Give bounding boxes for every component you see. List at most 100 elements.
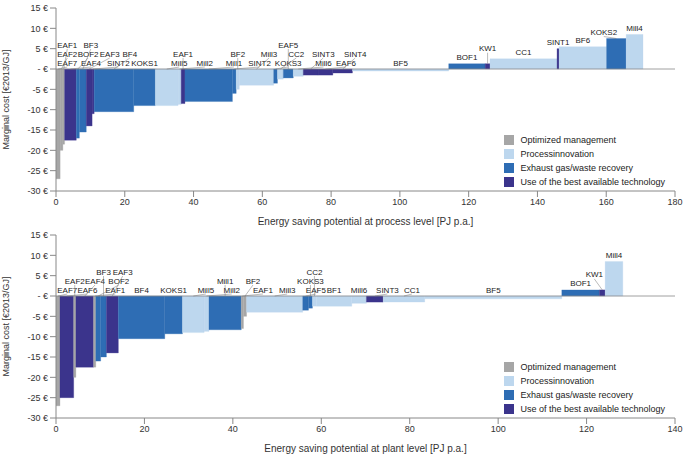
svg-text:BF4: BF4 <box>123 50 138 59</box>
svg-text:Mill2: Mill2 <box>224 286 241 295</box>
svg-text:CC1: CC1 <box>516 48 533 57</box>
svg-text:60: 60 <box>257 197 267 207</box>
svg-text:EAF4: EAF4 <box>81 58 101 68</box>
svg-text:80: 80 <box>405 424 415 434</box>
svg-text:SINT3: SINT3 <box>376 286 399 295</box>
html-text:Processinnovation: Processinnovation <box>520 149 594 159</box>
svg-text:Mill1: Mill1 <box>217 277 234 286</box>
svg-text:BF5: BF5 <box>393 59 408 68</box>
svg-text:SINT4: SINT4 <box>344 50 367 59</box>
svg-text:-25 €: -25 € <box>27 166 48 176</box>
svg-text:Marginal cost [€2013/GJ]: Marginal cost [€2013/GJ] <box>8 49 11 149</box>
svg-text:SINT1: SINT1 <box>547 38 570 47</box>
svg-text:-30 €: -30 € <box>27 186 48 196</box>
svg-text:80: 80 <box>326 197 336 207</box>
svg-text:BF5: BF5 <box>486 286 501 295</box>
svg-text:60: 60 <box>316 424 326 434</box>
svg-text:BF2: BF2 <box>230 50 245 59</box>
svg-text:BF2: BF2 <box>246 277 261 286</box>
svg-text:BOF2: BOF2 <box>108 277 129 286</box>
svg-text:15 €: 15 € <box>30 230 48 240</box>
svg-text:5 €: 5 € <box>35 44 48 54</box>
svg-text:BF3: BF3 <box>96 268 111 277</box>
svg-text:-5 €: -5 € <box>32 85 48 95</box>
svg-text:-20 €: -20 € <box>27 373 48 383</box>
svg-text:Mill4: Mill4 <box>626 24 643 33</box>
svg-text:100: 100 <box>491 424 506 434</box>
svg-text:20: 20 <box>139 424 149 434</box>
svg-text:15 €: 15 € <box>30 3 48 13</box>
svg-text:-25 €: -25 € <box>27 393 48 403</box>
svg-text:SINT2: SINT2 <box>248 58 271 68</box>
svg-text:Mill3: Mill3 <box>261 50 278 59</box>
svg-text:Mill4: Mill4 <box>606 251 623 260</box>
svg-text:BF6: BF6 <box>576 36 591 45</box>
svg-text:0: 0 <box>53 197 58 207</box>
svg-text:Mill6: Mill6 <box>351 286 368 295</box>
svg-text:180: 180 <box>667 197 677 207</box>
svg-text:40: 40 <box>228 424 238 434</box>
svg-text:160: 160 <box>599 197 614 207</box>
svg-text:EAF2: EAF2 <box>65 277 86 286</box>
svg-text:EAF1: EAF1 <box>173 50 194 59</box>
svg-text:EAF5: EAF5 <box>306 286 327 295</box>
svg-text:BOF2: BOF2 <box>78 50 99 59</box>
svg-text:KOKS1: KOKS1 <box>160 286 187 295</box>
svg-text:CC1: CC1 <box>404 286 421 295</box>
svg-text:EAF4: EAF4 <box>85 277 106 286</box>
svg-text:-20 €: -20 € <box>27 146 48 156</box>
svg-text:-15 €: -15 € <box>27 125 48 135</box>
svg-text:BF4: BF4 <box>134 286 149 295</box>
svg-text:40: 40 <box>189 197 199 207</box>
svg-text:KOKS3: KOKS3 <box>274 58 302 68</box>
svg-text:- €: - € <box>37 291 48 301</box>
svg-text:CC2: CC2 <box>288 50 305 59</box>
svg-text:140: 140 <box>530 197 545 207</box>
svg-text:KOKS1: KOKS1 <box>131 59 158 68</box>
svg-text:EAF1: EAF1 <box>253 286 274 295</box>
svg-text:EAF7: EAF7 <box>57 59 78 68</box>
svg-text:-10 €: -10 € <box>27 332 48 342</box>
svg-text:20: 20 <box>120 197 130 207</box>
svg-text:KOKS3: KOKS3 <box>297 277 324 286</box>
svg-text:Mill1: Mill1 <box>226 59 243 68</box>
svg-text:BOF1: BOF1 <box>570 279 591 288</box>
svg-text:5 €: 5 € <box>35 271 48 281</box>
svg-text:Mill5: Mill5 <box>198 286 215 295</box>
svg-text:Mill2: Mill2 <box>197 59 214 68</box>
svg-text:Energy saving potential at pla: Energy saving potential at plant level [… <box>264 443 467 454</box>
svg-text:120: 120 <box>579 424 594 434</box>
svg-text:EAF2: EAF2 <box>57 50 78 59</box>
svg-text:SINT2: SINT2 <box>107 59 130 68</box>
svg-text:Energy saving potential at pro: Energy saving potential at process level… <box>258 216 474 227</box>
svg-text:EAF3: EAF3 <box>100 50 121 59</box>
svg-text:SINT3: SINT3 <box>312 50 335 59</box>
svg-text:10 €: 10 € <box>30 24 48 34</box>
svg-text:BF1: BF1 <box>327 286 342 295</box>
svg-text:EAF6: EAF6 <box>336 58 356 68</box>
svg-text:-10 €: -10 € <box>27 105 48 115</box>
svg-text:KW1: KW1 <box>586 270 604 279</box>
svg-text:KOKS2: KOKS2 <box>590 28 617 37</box>
svg-text:CC2: CC2 <box>306 268 323 277</box>
svg-text:BOF1: BOF1 <box>456 53 477 62</box>
svg-text:-5 €: -5 € <box>32 312 48 322</box>
svg-text:-30 €: -30 € <box>27 413 48 423</box>
svg-text:EAF5: EAF5 <box>278 41 299 50</box>
svg-text:Mill3: Mill3 <box>279 286 296 295</box>
svg-text:KW1: KW1 <box>479 44 497 53</box>
svg-text:-15 €: -15 € <box>27 352 48 362</box>
svg-text:BF3: BF3 <box>83 41 98 50</box>
svg-text:0: 0 <box>53 424 58 434</box>
svg-text:Marginal cost [€2013/GJ]: Marginal cost [€2013/GJ] <box>8 276 11 376</box>
svg-text:Mill5: Mill5 <box>171 59 188 68</box>
svg-text:Mill6: Mill6 <box>315 58 332 68</box>
svg-text:140: 140 <box>667 424 677 434</box>
svg-text:10 €: 10 € <box>30 251 48 261</box>
svg-text:120: 120 <box>461 197 476 207</box>
svg-text:EAF1: EAF1 <box>57 41 78 50</box>
svg-text:100: 100 <box>392 197 407 207</box>
svg-text:EAF3: EAF3 <box>113 268 134 277</box>
html-text:Optimized management: Optimized management <box>520 135 616 145</box>
svg-text:- €: - € <box>37 64 48 74</box>
